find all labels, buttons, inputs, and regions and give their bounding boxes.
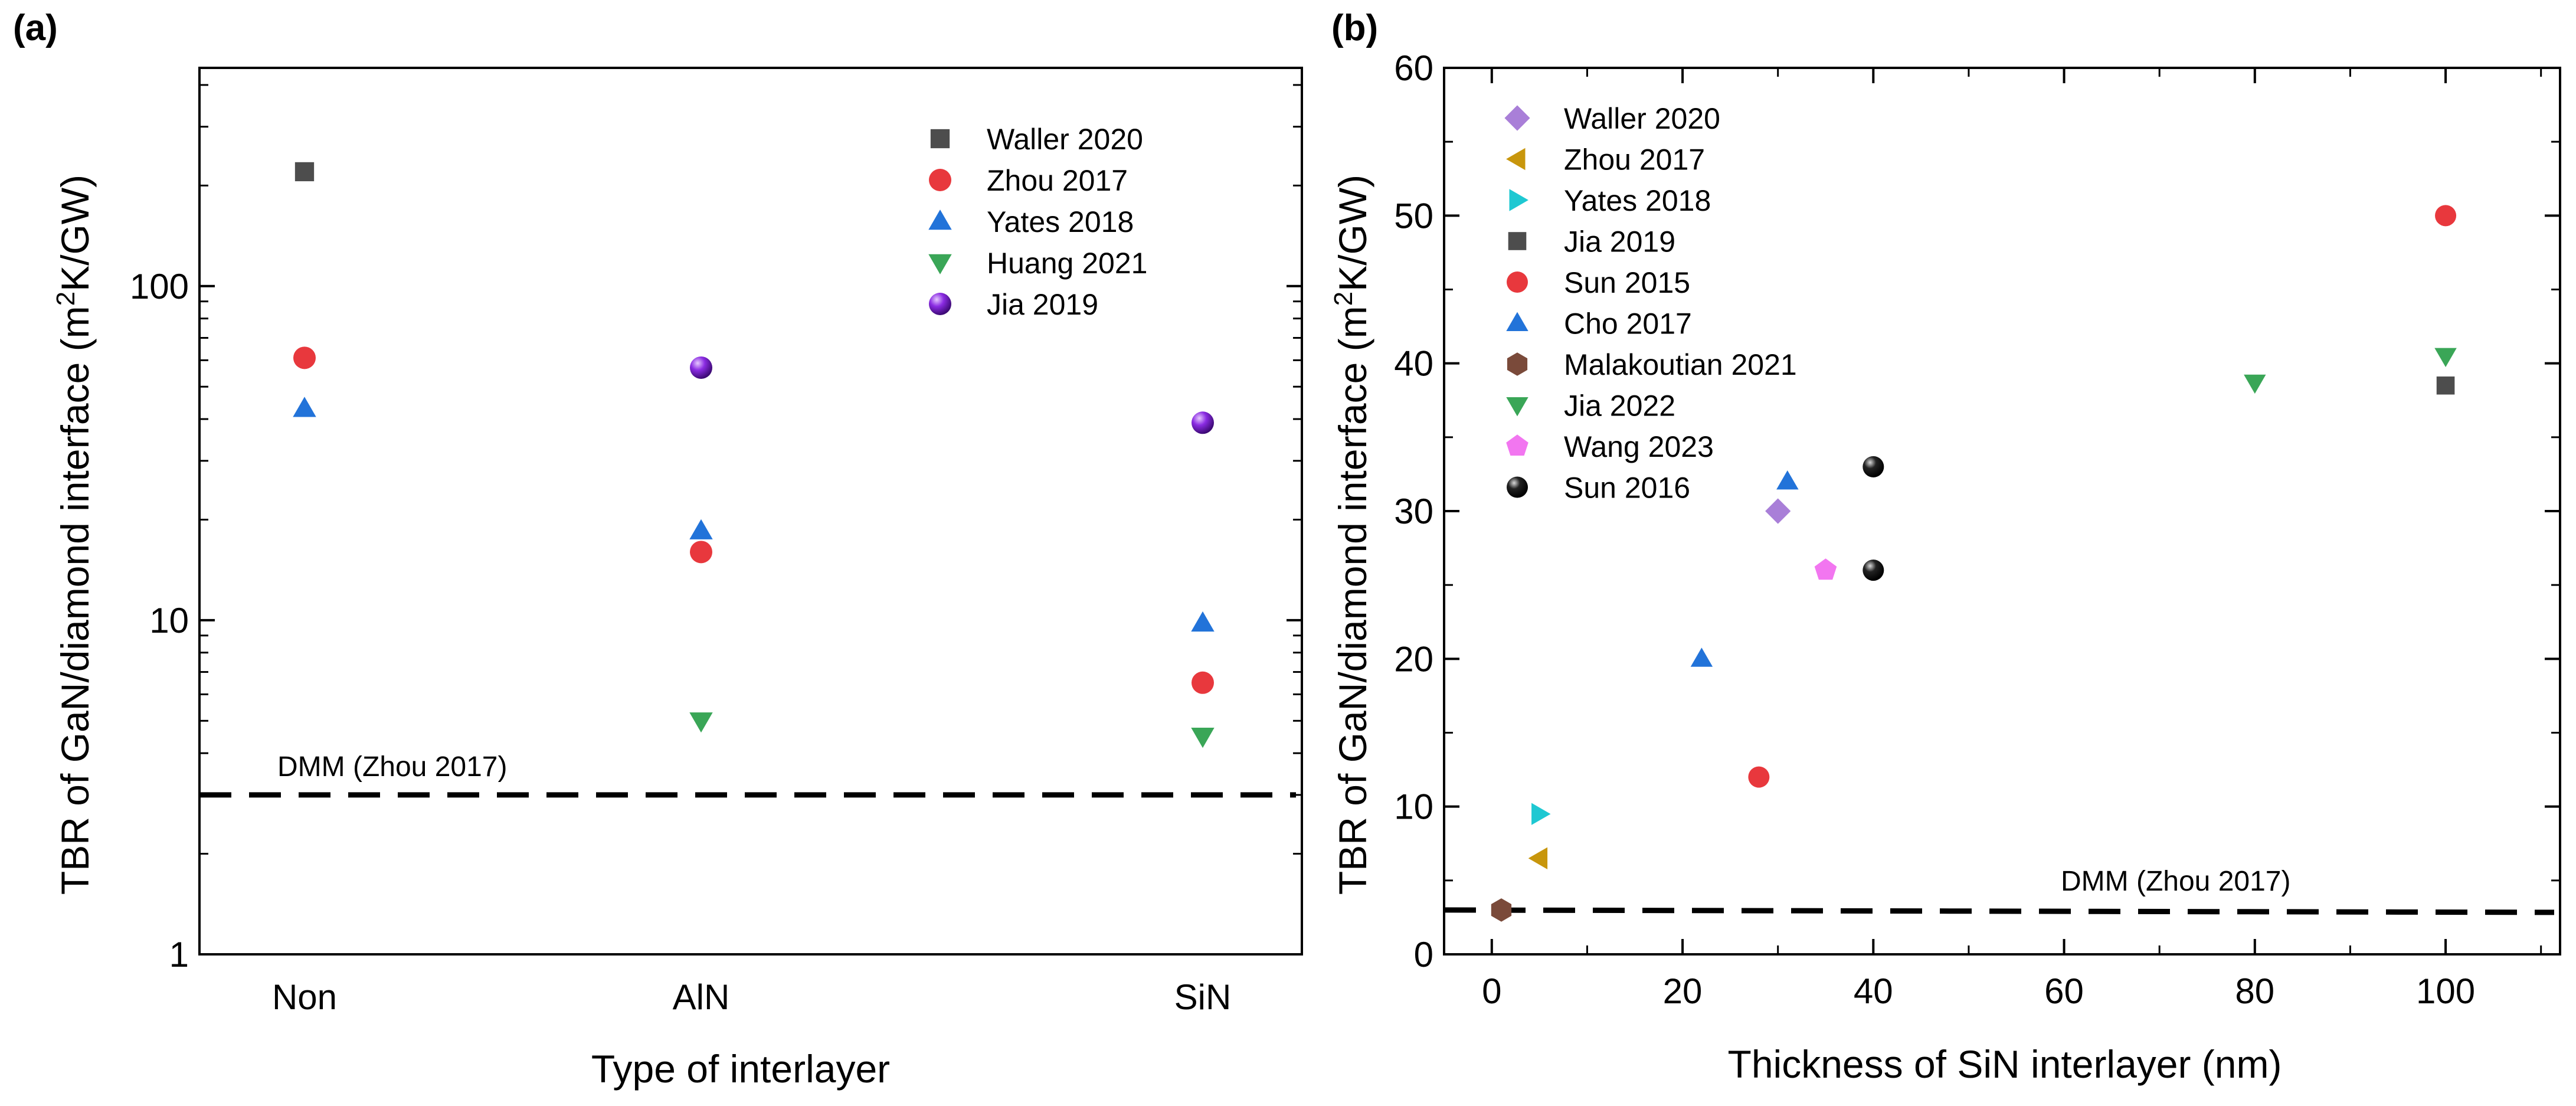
marker-zhou-2017 xyxy=(690,541,712,564)
plot-frame xyxy=(198,67,1303,956)
y-tick-label: 40 xyxy=(1394,344,1433,384)
x-tick-label: 20 xyxy=(1663,971,1703,1011)
y-tick-label: 0 xyxy=(1414,935,1433,974)
y-tick-label: 30 xyxy=(1394,492,1433,531)
y-tick-label: 50 xyxy=(1394,196,1433,235)
panel-a-tick-group: 1 10 100 Non AlN SiN xyxy=(130,84,1302,1017)
legend-label-waller-2020: Waller 2020 xyxy=(1564,102,1720,135)
panel-b-label: (b) xyxy=(1331,8,1378,48)
legend-marker-huang-2021 xyxy=(928,254,952,274)
marker-sun-2015 xyxy=(1748,766,1770,788)
marker-zhou-2017 xyxy=(1528,847,1548,869)
y-tick-label: 1 xyxy=(169,935,189,974)
legend-label-huang-2021: Huang 2021 xyxy=(987,247,1147,280)
marker-huang-2021 xyxy=(1191,728,1215,748)
panel-a: (a) TBR of GaN/diamond interface (m2K/GW… xyxy=(13,8,1303,1091)
legend-marker-jia-2022 xyxy=(1506,397,1528,417)
legend-marker-jia-2019 xyxy=(929,293,951,315)
marker-waller-2020 xyxy=(294,162,315,182)
panel-a-reference-line-group: DMM (Zhou 2017) xyxy=(199,751,1296,798)
legend-label-jia-2019: Jia 2019 xyxy=(1564,225,1675,258)
marker-yates-2018 xyxy=(689,519,713,539)
marker-waller-2020 xyxy=(1765,498,1791,524)
marker-yates-2018 xyxy=(1531,803,1551,825)
legend-marker-waller-2020 xyxy=(1504,105,1530,131)
legend-label-sun-2016: Sun 2016 xyxy=(1564,472,1690,505)
legend-label-jia-2019: Jia 2019 xyxy=(987,288,1098,321)
marker-sun-2015 xyxy=(2435,205,2457,227)
marker-sun-2016 xyxy=(1863,559,1884,581)
panel-b-x-axis-title: Thickness of SiN interlayer (nm) xyxy=(1728,1042,2282,1086)
x-tick-label: 0 xyxy=(1482,971,1501,1011)
legend-label-zhou-2017: Zhou 2017 xyxy=(987,164,1128,197)
legend-label-jia-2022: Jia 2022 xyxy=(1564,390,1675,423)
legend-marker-malakoutian-2021 xyxy=(1507,352,1528,376)
x-tick-label: 40 xyxy=(1854,971,1893,1011)
legend-label-yates-2018: Yates 2018 xyxy=(1564,184,1711,217)
x-tick-label: 60 xyxy=(2044,971,2084,1011)
x-category-label: AlN xyxy=(673,977,730,1017)
x-category-label: SiN xyxy=(1174,977,1232,1017)
legend-marker-yates-2018 xyxy=(928,210,952,230)
legend-marker-wang-2023 xyxy=(1506,434,1528,456)
legend-label-sun-2015: Sun 2015 xyxy=(1564,266,1690,299)
panel-b-marker-group xyxy=(1491,205,2457,922)
panel-a-legend: Waller 2020 Zhou 2017 Yates 2018 Huang 2021… xyxy=(928,123,1147,321)
legend-marker-jia-2019 xyxy=(1508,232,1527,250)
dmm-reference-line xyxy=(1444,907,2555,915)
legend-marker-yates-2018 xyxy=(1509,189,1528,211)
legend-marker-waller-2020 xyxy=(930,129,950,149)
panel-b: (b) TBR of GaN/diamond interface (m2K/GW… xyxy=(1329,8,2561,1086)
y-tick-label: 20 xyxy=(1394,639,1433,679)
panel-b-reference-line-group: DMM (Zhou 2017) xyxy=(1444,866,2555,915)
y-tick-label: 60 xyxy=(1394,48,1433,88)
marker-cho-2017 xyxy=(1690,647,1713,667)
legend-label-yates-2018: Yates 2018 xyxy=(987,205,1134,238)
panel-a-marker-group xyxy=(293,162,1215,748)
marker-jia-2019 xyxy=(1192,411,1214,434)
panel-a-plot-frame xyxy=(198,67,1303,956)
marker-jia-2019 xyxy=(690,356,712,379)
marker-wang-2023 xyxy=(1814,558,1837,580)
legend-marker-zhou-2017 xyxy=(1506,148,1526,171)
marker-yates-2018 xyxy=(293,397,316,417)
marker-zhou-2017 xyxy=(1192,671,1214,694)
legend-label-zhou-2017: Zhou 2017 xyxy=(1564,143,1705,176)
marker-sun-2016 xyxy=(1863,456,1884,477)
legend-marker-zhou-2017 xyxy=(929,169,951,191)
legend-label-cho-2017: Cho 2017 xyxy=(1564,307,1692,341)
marker-jia-2019 xyxy=(2436,376,2455,395)
x-tick-label: 80 xyxy=(2235,971,2274,1011)
panel-a-y-axis-title: TBR of GaN/diamond interface (m2K/GW) xyxy=(51,175,97,895)
legend-marker-sun-2016 xyxy=(1507,476,1528,498)
marker-malakoutian-2021 xyxy=(1491,898,1512,922)
dmm-reference-label: DMM (Zhou 2017) xyxy=(2061,866,2290,897)
x-tick-label: 100 xyxy=(2416,971,2475,1011)
x-category-label: Non xyxy=(272,977,337,1017)
legend-label-waller-2020: Waller 2020 xyxy=(987,123,1143,156)
marker-zhou-2017 xyxy=(293,346,316,369)
legend-marker-cho-2017 xyxy=(1506,312,1528,331)
panel-b-tick-group: 0 10 20 30 40 50 60 0 20 40 60 80 100 xyxy=(1394,48,2560,1011)
marker-huang-2021 xyxy=(689,712,713,733)
panel-a-x-axis-title: Type of interlayer xyxy=(591,1047,890,1091)
dmm-reference-label: DMM (Zhou 2017) xyxy=(277,751,507,783)
panel-b-y-axis-title: TBR of GaN/diamond interface (m2K/GW) xyxy=(1329,175,1374,895)
panel-b-legend: Waller 2020 Zhou 2017 Yates 2018 Jia 2019 Su… xyxy=(1504,102,1797,505)
y-tick-label: 10 xyxy=(149,601,189,640)
legend-marker-sun-2015 xyxy=(1507,271,1528,293)
panel-a-label: (a) xyxy=(13,8,58,48)
marker-jia-2022 xyxy=(2434,348,2457,367)
legend-label-wang-2023: Wang 2023 xyxy=(1564,430,1714,463)
legend-label-malakoutian-2021: Malakoutian 2021 xyxy=(1564,348,1797,381)
y-tick-label: 10 xyxy=(1394,787,1433,827)
marker-cho-2017 xyxy=(1776,470,1799,490)
marker-jia-2022 xyxy=(2244,374,2266,394)
marker-yates-2018 xyxy=(1191,611,1215,632)
y-tick-label: 100 xyxy=(130,267,189,306)
